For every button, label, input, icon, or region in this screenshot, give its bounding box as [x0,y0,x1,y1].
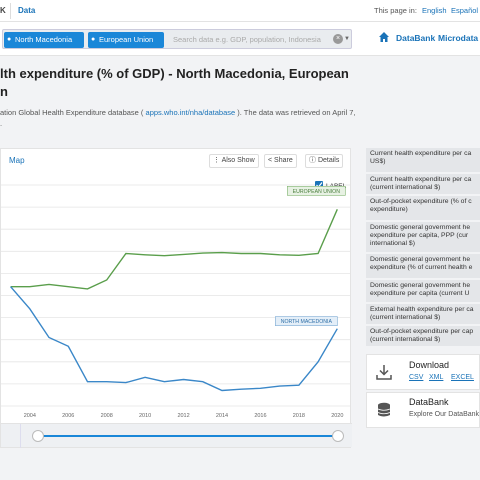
slider-track[interactable] [35,435,343,437]
related-indicator-item[interactable]: Current health expenditure per ca US$) [366,148,480,172]
source-note-continued: . [0,119,3,128]
header-divider [10,3,11,19]
share-button[interactable]: < Share [264,154,297,168]
info-icon: ⓘ [309,157,318,164]
related-indicator-text: expenditure) [370,206,408,213]
databank-description: Explore Our DataBank [409,411,480,418]
details-button[interactable]: ⓘ Details [305,154,344,168]
top-bar: K Data This page in: English Español [0,0,480,22]
x-tick-label: 2018 [293,413,305,419]
database-icon [377,402,391,417]
related-indicator-item[interactable]: Out-of-pocket expenditure (% of c expendi… [366,196,480,220]
brand-logo[interactable]: K [0,6,6,15]
microdata-link[interactable]: Microdata [438,33,479,43]
dots-icon: ⋮ [213,157,222,164]
databank-title: DataBank [409,397,449,407]
databank-card[interactable]: DataBank Explore Our DataBank [366,392,480,428]
x-tick-label: 2010 [139,413,151,419]
page-title-continued: n [0,84,8,99]
related-indicator-item[interactable]: Domestic general government he expenditur… [366,254,480,278]
series-label: EUROPEAN UNION [293,189,341,195]
x-tick-label: 2020 [331,413,343,419]
related-indicator-text: Out-of-pocket expenditure (% of c [370,198,472,205]
series-label-box [287,186,346,196]
series-line-1 [10,286,338,392]
related-indicator-item[interactable]: Current health expenditure per ca (curren… [366,174,480,194]
related-indicator-text: (current international $) [370,314,441,321]
source-suffix: ). The data was retrieved on April 7, [237,108,356,117]
x-tick-label: 2006 [62,413,74,419]
language-spanish-link[interactable]: Español [451,6,479,15]
share-icon: < [268,157,275,164]
download-excel-link[interactable]: EXCEL [451,374,474,381]
clear-icon[interactable]: × [333,34,343,44]
also-show-label: Also Show [221,157,255,164]
also-show-button[interactable]: ⋮ Also Show [209,154,259,168]
related-indicator-item[interactable]: Domestic general government he expenditur… [366,222,480,252]
search-placeholder[interactable]: Search data e.g. GDP, population, Indone… [173,35,321,44]
series-labels: EUROPEAN UNION NORTH MACEDONIA [275,186,346,326]
related-indicator-item[interactable]: Domestic general government he expenditur… [366,280,480,302]
tab-map[interactable]: Map [9,156,25,165]
details-label: Details [317,157,340,164]
related-indicator-text: US$) [370,158,386,165]
series-label-box [275,316,338,326]
share-label: Share [274,157,293,164]
download-icon[interactable] [375,363,393,381]
related-indicator-text: (current international $) [370,184,441,191]
page-language-label: This page in: [374,6,417,15]
related-indicator-text: Current health expenditure per ca [370,150,472,157]
page-title: lth expenditure (% of GDP) - North Maced… [0,66,349,81]
play-button[interactable] [1,424,21,448]
chart-panel: Map ⋮ Also Show < Share ⓘ Details 2004 20… [0,148,352,448]
source-note: ation Global Health Expenditure database… [0,108,356,117]
x-axis-ticks: 2004 2006 2008 2010 2012 2014 2016 2018 2020 [24,413,344,419]
x-tick-label: 2008 [101,413,113,419]
download-xml-link[interactable]: XML [429,374,444,381]
source-link[interactable]: apps.who.int/nha/database [145,108,236,117]
chevron-down-icon[interactable]: ▼ [344,36,350,42]
related-indicator-text: expenditure (% of current health e [370,264,473,271]
related-indicator-text: Domestic general government he [370,224,471,231]
related-indicator-text: expenditure per capita, PPP (cur [370,232,469,239]
home-icon[interactable] [378,31,390,43]
language-english-link[interactable]: English [422,6,447,15]
slider-end-handle[interactable] [332,430,344,442]
map-pin-icon: ● [91,36,96,43]
related-indicator-text: international $) [370,240,415,247]
country-chip-north-macedonia[interactable]: ● North Macedonia [4,32,84,48]
related-indicator-text: Out-of-pocket expenditure per cap [370,328,474,335]
related-indicator-text: External health expenditure per ca [370,306,474,313]
search-bar: ● North Macedonia ● European Union Searc… [0,22,480,56]
year-range-slider[interactable] [1,423,352,448]
x-tick-label: 2014 [216,413,228,419]
x-tick-label: 2012 [177,413,189,419]
slider-start-handle[interactable] [32,430,44,442]
related-indicator-text: expenditure per capita (current U [370,290,470,297]
related-indicator-text: Domestic general government he [370,282,471,289]
related-indicator-text: Domestic general government he [370,256,471,263]
chart-series [10,209,338,392]
map-pin-icon: ● [7,36,12,43]
country-chip-european-union[interactable]: ● European Union [88,32,164,48]
related-indicator-item[interactable]: External health expenditure per ca (curre… [366,304,480,324]
series-line-0 [10,209,338,290]
source-prefix: ation Global Health Expenditure database… [0,108,144,117]
download-card: Download CSV XML EXCEL [366,354,480,390]
download-title: Download [409,360,450,370]
x-tick-label: 2016 [254,413,266,419]
chart-grid [1,184,350,407]
databank-link[interactable]: DataBank [396,33,436,43]
x-tick-label: 2004 [24,413,36,419]
download-csv-link[interactable]: CSV [409,374,424,381]
related-indicator-text: (current international $) [370,336,441,343]
series-label: NORTH MACEDONIA [281,319,333,325]
related-indicator-item[interactable]: Out-of-pocket expenditure per cap (curren… [366,326,480,346]
data-link[interactable]: Data [18,6,36,15]
search-input[interactable]: ● North Macedonia ● European Union Searc… [2,29,352,49]
chip-label: European Union [99,35,154,44]
related-indicator-text: Current health expenditure per ca [370,176,472,183]
chip-label: North Macedonia [15,35,73,44]
